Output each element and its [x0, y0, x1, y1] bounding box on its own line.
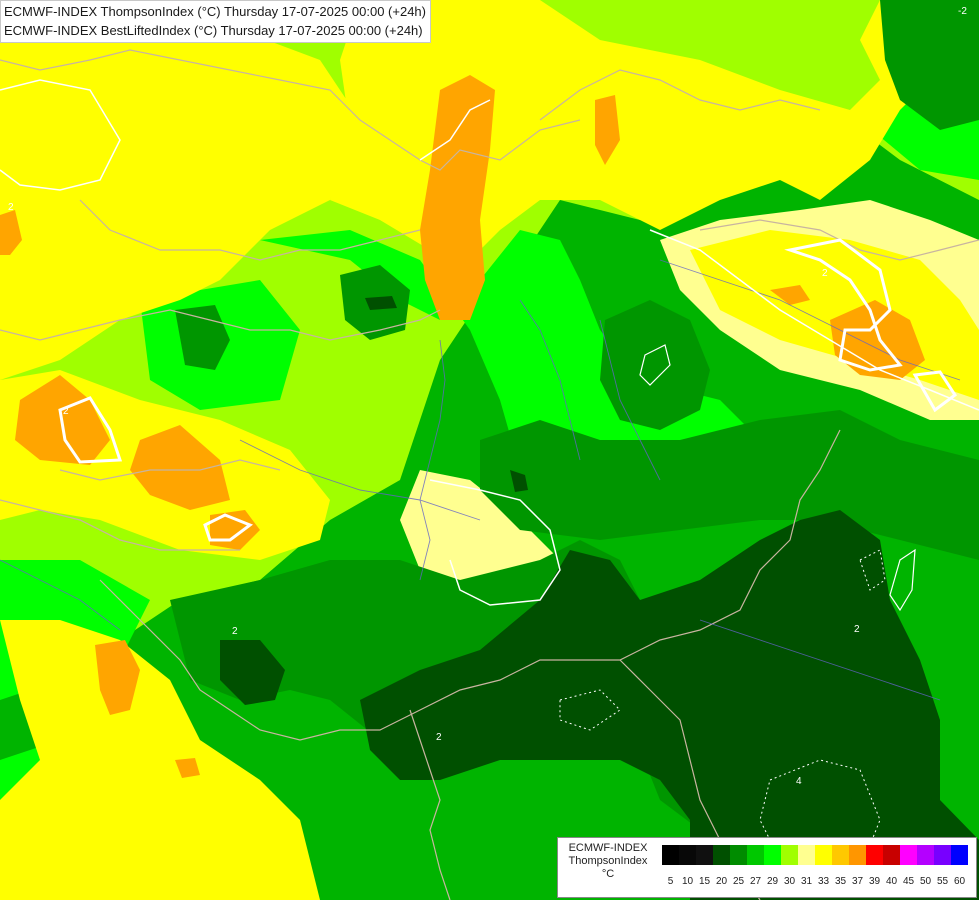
legend-tick-label: 37 [851, 876, 864, 887]
yellow-zone [330, 0, 979, 260]
dark-green-zone [365, 296, 397, 310]
legend-swatch [934, 845, 951, 865]
orange-zone [130, 425, 230, 510]
orange-zone [95, 640, 140, 715]
legend-swatch [815, 845, 832, 865]
map-header: ECMWF-INDEX ThompsonIndex (°C) Thursday … [0, 0, 431, 43]
legend-tick-label: 15 [698, 876, 711, 887]
legend-tick-label: 33 [817, 876, 830, 887]
legend-parameter: ThompsonIndex [568, 855, 648, 867]
contour-labels: 2 2 2 2 2 2 -2 4 [8, 6, 967, 787]
contour-label: 4 [796, 776, 802, 787]
legend-tick-label: 31 [800, 876, 813, 887]
yellow-zone [0, 620, 320, 900]
legend-swatch [696, 845, 713, 865]
bright-green-zone [260, 230, 760, 500]
orange-zone [770, 285, 810, 305]
legend-tick-label: 10 [681, 876, 694, 887]
legend-tick-label: 40 [885, 876, 898, 887]
legend-tick-label: 30 [783, 876, 796, 887]
header-thompson-index: ECMWF-INDEX ThompsonIndex (°C) Thursday … [4, 4, 426, 19]
legend-swatch [713, 845, 730, 865]
contour-label: 2 [63, 406, 69, 417]
legend-swatch [747, 845, 764, 865]
header-best-lifted-index: ECMWF-INDEX BestLiftedIndex (°C) Thursda… [4, 23, 423, 38]
legend-unit: °C [601, 868, 615, 880]
orange-zone [175, 758, 200, 778]
legend-tick-label: 45 [902, 876, 915, 887]
contour-label: 2 [854, 624, 860, 635]
legend-swatch [832, 845, 849, 865]
rivers [0, 259, 961, 701]
legend-tick-label: 55 [936, 876, 949, 887]
legend-title: ECMWF-INDEX ThompsonIndex °C [558, 842, 658, 881]
dark-green-zone [360, 510, 979, 900]
legend-swatch [781, 845, 798, 865]
contour-label: 2 [8, 202, 14, 213]
dark-green-zone [510, 470, 528, 492]
orange-zone [595, 95, 620, 165]
legend-swatch [883, 845, 900, 865]
legend-swatches [662, 845, 968, 865]
legend-tick-label: 50 [919, 876, 932, 887]
legend-swatch [951, 845, 968, 865]
legend-swatch [900, 845, 917, 865]
contour-label: 2 [436, 732, 442, 743]
orange-zone [0, 210, 22, 255]
legend-swatch [764, 845, 781, 865]
legend-swatch [730, 845, 747, 865]
legend-tick-label: 35 [834, 876, 847, 887]
legend-source: ECMWF-INDEX [568, 842, 648, 854]
color-legend: ECMWF-INDEX ThompsonIndex °C 5 10 15 20 25 27… [557, 837, 977, 898]
legend-swatch [662, 845, 679, 865]
legend-tick-label: 39 [868, 876, 881, 887]
legend-tick-label: 60 [953, 876, 966, 887]
dark-green-zone [220, 640, 285, 705]
country-borders [0, 49, 979, 900]
legend-tick-label: 5 [667, 876, 674, 887]
contour-label: 2 [822, 268, 828, 279]
legend-tick-label: 25 [732, 876, 745, 887]
legend-swatch [679, 845, 696, 865]
legend-tick-label: 20 [715, 876, 728, 887]
legend-swatch [798, 845, 815, 865]
contour-label: -2 [958, 6, 967, 17]
legend-swatch [917, 845, 934, 865]
contours [0, 79, 979, 881]
legend-ticks: 5 10 15 20 25 27 29 30 31 33 35 37 39 40 45 50 55 60 [662, 876, 968, 888]
green-zone [600, 300, 710, 430]
legend-swatch [866, 845, 883, 865]
legend-swatch [849, 845, 866, 865]
legend-tick-label: 27 [749, 876, 762, 887]
contour-label: 2 [232, 626, 238, 637]
yellow-zone [0, 20, 360, 380]
green-zone [880, 0, 979, 130]
legend-tick-label: 29 [766, 876, 779, 887]
orange-zone [420, 75, 495, 320]
